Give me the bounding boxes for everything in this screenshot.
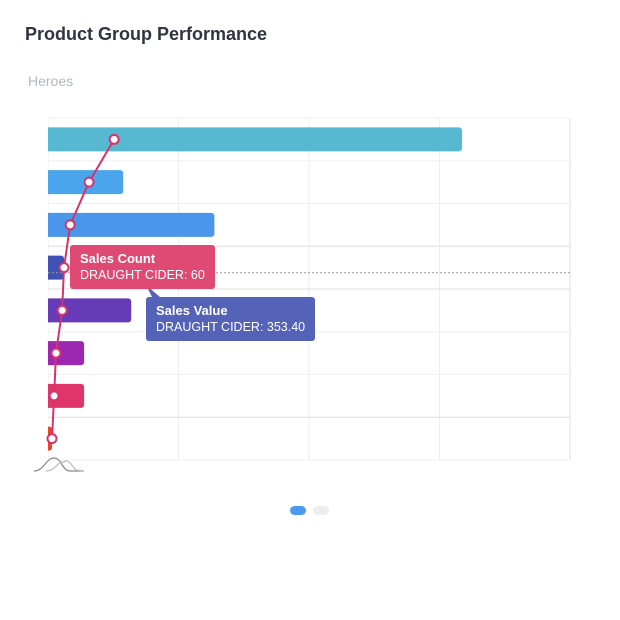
tooltip-sales-count: Sales Count DRAUGHT CIDER: 60 bbox=[70, 245, 215, 289]
sales-count-point bbox=[48, 390, 60, 402]
axis-mask bbox=[0, 118, 48, 460]
tooltip-title: Sales Count bbox=[80, 251, 156, 266]
sales-count-point bbox=[108, 133, 120, 145]
tooltip-text: DRAUGHT CIDER: 60 bbox=[80, 268, 205, 282]
pagination-dot-1[interactable] bbox=[290, 506, 306, 515]
sales-count-line bbox=[51, 138, 115, 439]
bar bbox=[42, 341, 85, 366]
bar bbox=[42, 127, 462, 152]
bar bbox=[42, 298, 132, 323]
sales-count-point bbox=[46, 433, 58, 445]
pagination-dot-2[interactable] bbox=[313, 506, 329, 515]
tooltip-sales-value: Sales Value DRAUGHT CIDER: 353.40 bbox=[146, 297, 316, 341]
sparkline-navigator-icon bbox=[45, 460, 85, 472]
tooltip-text: DRAUGHT CIDER: 353.40 bbox=[156, 320, 306, 334]
bar bbox=[42, 383, 85, 408]
sales-count-point bbox=[64, 219, 76, 231]
chart-subtitle: Heroes bbox=[28, 73, 74, 89]
sales-count-point bbox=[58, 262, 70, 274]
bar bbox=[42, 212, 215, 237]
sales-count-point bbox=[83, 176, 95, 188]
sparkline-navigator-icon bbox=[33, 457, 84, 472]
sales-count-point bbox=[50, 347, 62, 359]
sales-count-point bbox=[56, 304, 68, 316]
chart-title: Product Group Performance bbox=[25, 24, 268, 44]
bar bbox=[42, 170, 124, 195]
tooltip-title: Sales Value bbox=[156, 303, 228, 318]
